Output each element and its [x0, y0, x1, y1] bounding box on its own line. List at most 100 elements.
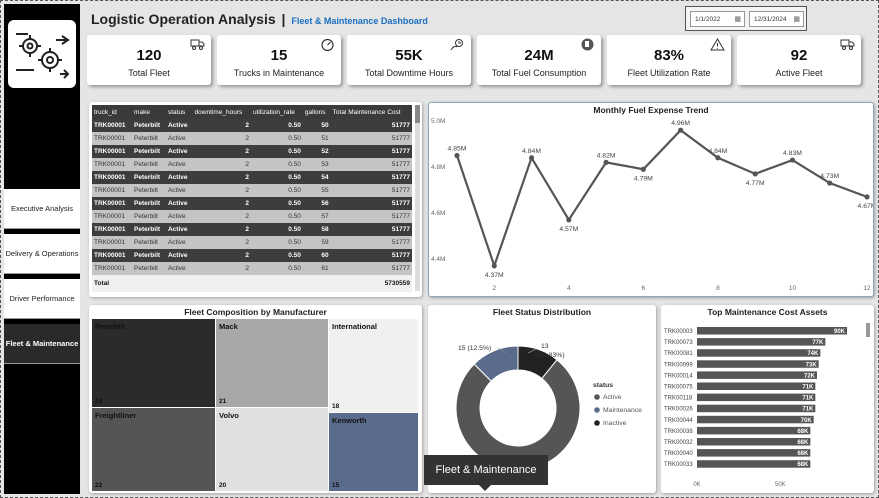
table-row[interactable]: TRK00001 Peterbilt Active 2 0.50 54 51777	[92, 171, 412, 184]
fuel-trend-chart: 4.4M 4.6M 4.8M 5.0M 2 4 6 8 10 12 4.85M 4.37M 4.84M 4…	[431, 118, 873, 292]
table-row[interactable]: TRK00001 Peterbilt Active 2 0.50 61 51777	[92, 262, 412, 275]
legend-entry[interactable]: Maintenance	[603, 407, 642, 414]
table-cell: Active	[165, 145, 193, 158]
table-cell: TRK00001	[92, 197, 133, 210]
treemap-count: 15	[332, 482, 340, 489]
start-date-value: 1/1/2022	[695, 15, 721, 23]
column-header[interactable]: make	[132, 105, 166, 119]
legend-entry[interactable]: Active	[603, 394, 622, 401]
data-point[interactable]	[454, 152, 460, 159]
data-point[interactable]	[752, 171, 758, 177]
table-cell: 2	[192, 223, 251, 236]
bar[interactable]	[697, 393, 816, 402]
bar[interactable]	[697, 382, 816, 391]
table-cell: 51777	[330, 236, 412, 249]
nav-delivery-operations[interactable]: Delivery & Operations	[4, 234, 80, 274]
table-row[interactable]: TRK00001 Peterbilt Active 2 0.50 56 51777	[92, 197, 412, 210]
column-header[interactable]: downtime_hours	[192, 105, 251, 119]
bar[interactable]	[697, 360, 819, 368]
data-label: 4.84M	[708, 148, 727, 155]
bar[interactable]	[697, 460, 811, 468]
data-point[interactable]	[528, 155, 535, 161]
table-row[interactable]: TRK00001 Peterbilt Active 2 0.50 53 51777	[92, 158, 412, 171]
data-point[interactable]	[827, 180, 833, 186]
nav-fleet-maintenance[interactable]: Fleet & Maintenance	[4, 324, 80, 364]
treemap-tile[interactable]: Freightliner 22	[92, 408, 215, 491]
nav-executive-analysis[interactable]: Executive Analysis	[4, 189, 80, 229]
bar-value-label: 70K	[801, 418, 813, 424]
scrollbar-thumb[interactable]	[866, 323, 870, 337]
table-row[interactable]: TRK00001 Peterbilt Active 2 0.50 59 51777	[92, 236, 412, 249]
bar[interactable]	[697, 371, 817, 379]
kpi-card-total-fleet: 120 Total Fleet	[87, 35, 211, 85]
table-row[interactable]: TRK00001 Peterbilt Active 2 0.50 51 51777	[92, 132, 412, 145]
bar[interactable]	[697, 338, 826, 346]
table-cell: 52	[302, 145, 331, 158]
treemap-tile[interactable]: Peterbilt 24	[92, 319, 215, 407]
kpi-label: Trucks in Maintenance	[233, 68, 325, 78]
column-header[interactable]: Total Maintenance Cost	[330, 105, 412, 119]
data-point[interactable]	[640, 166, 646, 172]
table-row[interactable]: TRK00001 Peterbilt Active 2 0.50 58 51777	[92, 223, 412, 236]
donut-slice[interactable]	[455, 359, 581, 471]
end-date-value: 12/31/2024	[754, 15, 787, 23]
table-total-cell	[250, 275, 303, 292]
bar[interactable]	[697, 349, 821, 357]
column-header[interactable]: utilization_rate	[250, 105, 303, 119]
table-row[interactable]: TRK00001 Peterbilt Active 2 0.50 60 51777	[92, 249, 412, 262]
table-cell: 56	[302, 197, 331, 210]
table-row[interactable]: TRK00001 Peterbilt Active 2 0.50 50 51777	[92, 119, 412, 132]
start-date-field[interactable]: 1/1/2022 ▦	[690, 11, 745, 27]
bar-value-label: 74K	[807, 351, 819, 357]
table-row[interactable]: TRK00001 Peterbilt Active 2 0.50 57 51777	[92, 210, 412, 223]
table-cell: Active	[165, 249, 193, 262]
x-tick-label: 0K	[693, 482, 700, 488]
legend-swatch	[594, 407, 600, 413]
table-cell: TRK00001	[92, 223, 133, 236]
bar[interactable]	[697, 426, 811, 435]
column-header[interactable]: gallons	[302, 105, 331, 119]
legend-entry[interactable]: Inactive	[603, 420, 627, 427]
data-point[interactable]	[789, 157, 796, 163]
column-header[interactable]: truck_id	[92, 105, 133, 119]
scrollbar-thumb[interactable]	[415, 105, 420, 123]
table-scrollbar[interactable]	[415, 105, 420, 291]
kpi-label: Total Fleet	[128, 68, 170, 78]
calendar-icon[interactable]: ▦	[793, 16, 800, 23]
table-cell: TRK00001	[92, 158, 133, 171]
x-tick-label: 4	[567, 285, 571, 292]
treemap-tile[interactable]: International 18	[329, 319, 418, 412]
legend-title: status	[593, 382, 613, 389]
data-label: 4.37M	[485, 272, 504, 279]
bar-value-label: 68K	[797, 429, 809, 435]
bar[interactable]	[697, 404, 816, 413]
data-point[interactable]	[603, 159, 609, 165]
data-point[interactable]	[566, 217, 572, 223]
data-point[interactable]	[864, 194, 870, 200]
y-tick-label: 5.0M	[431, 118, 445, 125]
bar[interactable]	[697, 415, 814, 424]
treemap-tile[interactable]: Mack 21	[216, 319, 328, 407]
data-point[interactable]	[715, 155, 721, 161]
table-row[interactable]: TRK00001 Peterbilt Active 2 0.50 52 51777	[92, 145, 412, 158]
bar[interactable]	[697, 327, 847, 335]
treemap-tile[interactable]: Volvo 20	[216, 408, 328, 491]
table-row[interactable]: TRK00001 Peterbilt Active 2 0.50 55 51777	[92, 184, 412, 197]
column-header[interactable]: status	[165, 105, 193, 119]
data-point[interactable]	[491, 263, 497, 269]
end-date-field[interactable]: 12/31/2024 ▦	[749, 11, 804, 27]
table-cell: 54	[302, 171, 331, 184]
bar-value-label: 72K	[804, 373, 816, 379]
bar[interactable]	[697, 449, 811, 457]
treemap-tile[interactable]: Kenworth 15	[329, 413, 418, 491]
data-label: 4.57M	[559, 226, 578, 233]
bar-value-label: 68K	[797, 462, 809, 468]
calendar-icon[interactable]: ▦	[734, 16, 741, 23]
treemap-label: Kenworth	[332, 416, 367, 425]
data-point[interactable]	[678, 127, 684, 133]
bar-category-label: TRK00081	[664, 351, 693, 357]
treemap-count: 21	[219, 398, 227, 405]
nav-driver-performance[interactable]: Driver Performance	[4, 279, 80, 319]
bar[interactable]	[697, 438, 811, 446]
bar-category-label: TRK00075	[664, 385, 693, 391]
